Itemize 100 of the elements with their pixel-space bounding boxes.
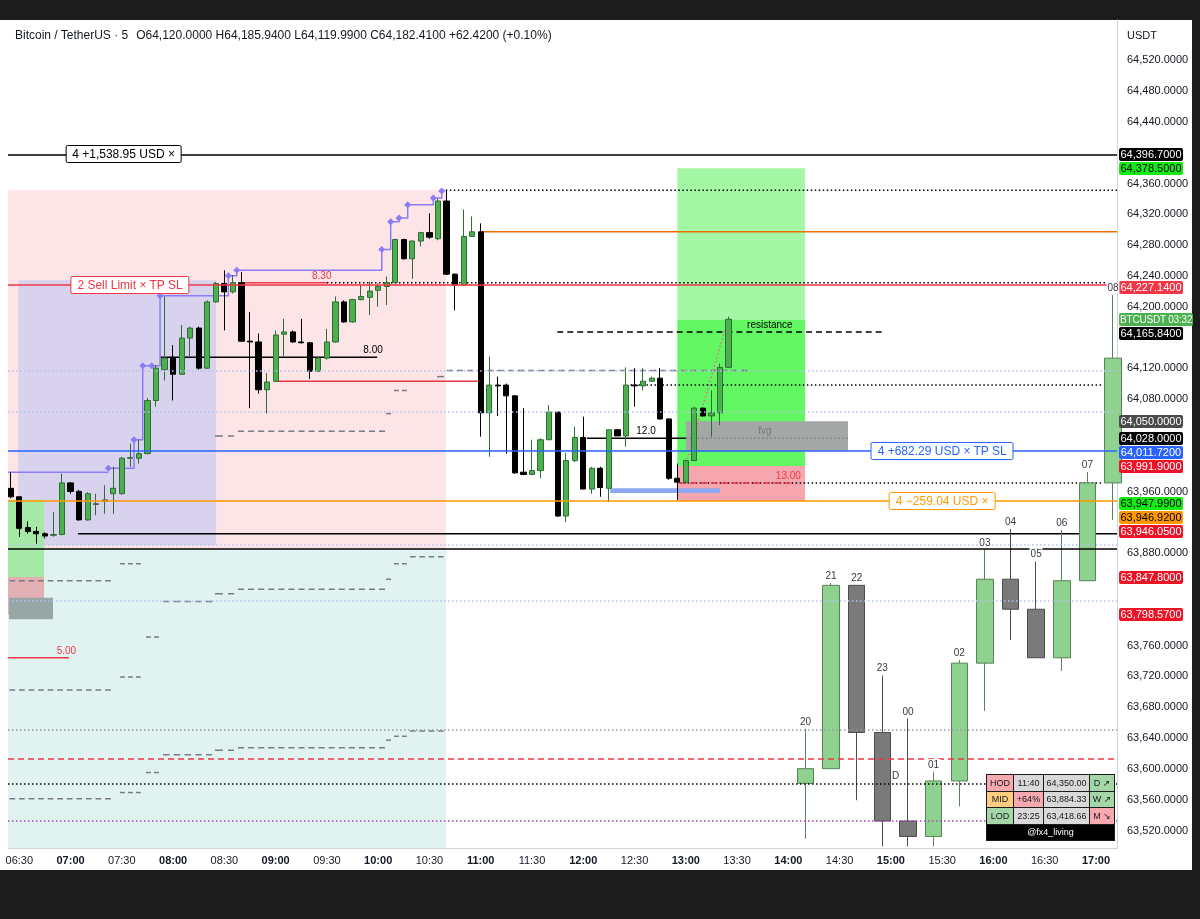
y-tick-label: 63,520.0000 (1127, 823, 1189, 836)
annotation: 4 −259.04 USD × (888, 491, 996, 510)
y-tick-label: 63,960.0000 (1127, 484, 1189, 497)
candlestick (341, 299, 347, 324)
candlestick (976, 549, 994, 712)
annotation: 2 Sell Limit × TP SL (70, 275, 190, 294)
y-tick-label: 64,200.0000 (1127, 299, 1189, 312)
candlestick (874, 674, 891, 847)
x-tick-label: 17:00 (1081, 853, 1111, 866)
candlestick (401, 238, 407, 261)
candlestick (426, 212, 433, 240)
candlestick (597, 466, 603, 498)
annotation: 20 (798, 715, 812, 727)
candlestick (1079, 471, 1096, 582)
candlestick (76, 489, 82, 522)
annotation: 8.00 (362, 344, 384, 356)
candlestick (691, 406, 697, 462)
candlestick (1027, 560, 1045, 659)
candlestick (33, 526, 39, 545)
annotation: 12.0 (635, 425, 657, 437)
candlestick (925, 771, 942, 847)
candlestick (59, 473, 65, 536)
candlestick (486, 356, 492, 458)
candlestick (537, 437, 544, 479)
y-tick-label: 64,080.0000 (1127, 392, 1189, 405)
point (224, 272, 232, 280)
x-tick-label: 11:00 (466, 853, 495, 866)
x-tick-label: 06:30 (5, 853, 34, 866)
annotation: 4 +682.29 USD × TP SL (870, 441, 1014, 460)
candlestick (290, 329, 296, 344)
annotation: 63,418.66 (1044, 808, 1089, 824)
candlestick (93, 493, 99, 516)
candlestick (16, 496, 22, 538)
x-tick-label: 12:00 (569, 853, 598, 866)
candlestick (324, 328, 330, 361)
y-tick-label: 63,600.0000 (1127, 761, 1189, 774)
annotation: 11:40 (1014, 775, 1043, 791)
candlestick (563, 452, 569, 523)
candlestick (153, 364, 159, 408)
candlestick (546, 404, 552, 441)
point (404, 201, 412, 209)
y-axis-title: USDT (1127, 28, 1157, 42)
candlestick (238, 271, 245, 343)
y-tick-label: 64,280.0000 (1127, 238, 1189, 251)
annotation: 5.00 (55, 644, 78, 656)
annotation: 03 (978, 536, 992, 548)
annotation: MID (987, 791, 1013, 807)
annotation: 22 (850, 572, 864, 584)
candlestick (555, 411, 561, 518)
y-tick-label: 64,320.0000 (1127, 207, 1189, 220)
text: 64,378.5000 (1119, 161, 1183, 175)
candlestick (161, 296, 168, 381)
y-tick-label: 64,480.0000 (1127, 84, 1189, 97)
candlestick (204, 299, 210, 370)
annotation: 13.00 (774, 469, 802, 481)
annotation: 8.30 (311, 269, 333, 281)
candlestick (572, 426, 578, 463)
candlestick (119, 456, 125, 495)
y-tick-label: 63,760.0000 (1127, 638, 1189, 651)
candlestick (281, 318, 287, 358)
annotation: 07 (1080, 459, 1094, 471)
y-tick-label: 63,680.0000 (1127, 700, 1189, 713)
annotation: D (890, 770, 901, 782)
annotation: M ↘ (1090, 808, 1114, 824)
point (378, 246, 386, 254)
point (438, 187, 446, 195)
annotation: D ↗ (1090, 775, 1114, 791)
y-tick-label: 63,720.0000 (1127, 669, 1189, 682)
y-tick-label: 64,360.0000 (1127, 176, 1189, 189)
candlestick (332, 296, 339, 344)
point (429, 194, 437, 202)
annotation: 63,884.33 (1044, 791, 1089, 807)
candlestick (529, 439, 535, 476)
candlestick (50, 511, 57, 538)
candlestick (273, 329, 279, 383)
x-tick-label: 07:30 (108, 853, 136, 866)
x-tick-label: 16:30 (1030, 853, 1059, 866)
text: 63,946.0500 (1119, 525, 1183, 539)
annotation: 02 (952, 647, 966, 659)
y-tick-label: 64,440.0000 (1127, 114, 1189, 127)
text: O64,120.0000 H64,185.9400 L64,119.9900 C64,182.4100 +62.4200 (+0.10%) (136, 28, 552, 42)
candlestick (315, 356, 321, 373)
annotation: 4 +1,538.95 USD × (65, 145, 182, 164)
x-tick-label: 13:00 (671, 853, 700, 866)
candlestick (85, 491, 91, 522)
candlestick (409, 239, 415, 280)
candlestick (520, 407, 527, 476)
candlestick (375, 282, 381, 308)
x-tick-label: 09:30 (313, 853, 341, 866)
candlestick (649, 376, 655, 383)
point (148, 362, 156, 370)
x-tick-label: 15:00 (876, 853, 905, 866)
point (395, 214, 403, 222)
ref-line-label: 64,396.7000 (1119, 147, 1183, 161)
text: 63,798.5700 (1119, 608, 1183, 622)
candlestick (67, 481, 74, 495)
point (130, 436, 138, 444)
text: 63,947.9900 (1119, 497, 1183, 511)
candlestick (392, 238, 398, 284)
annotation: @fx4_living (987, 824, 1114, 840)
